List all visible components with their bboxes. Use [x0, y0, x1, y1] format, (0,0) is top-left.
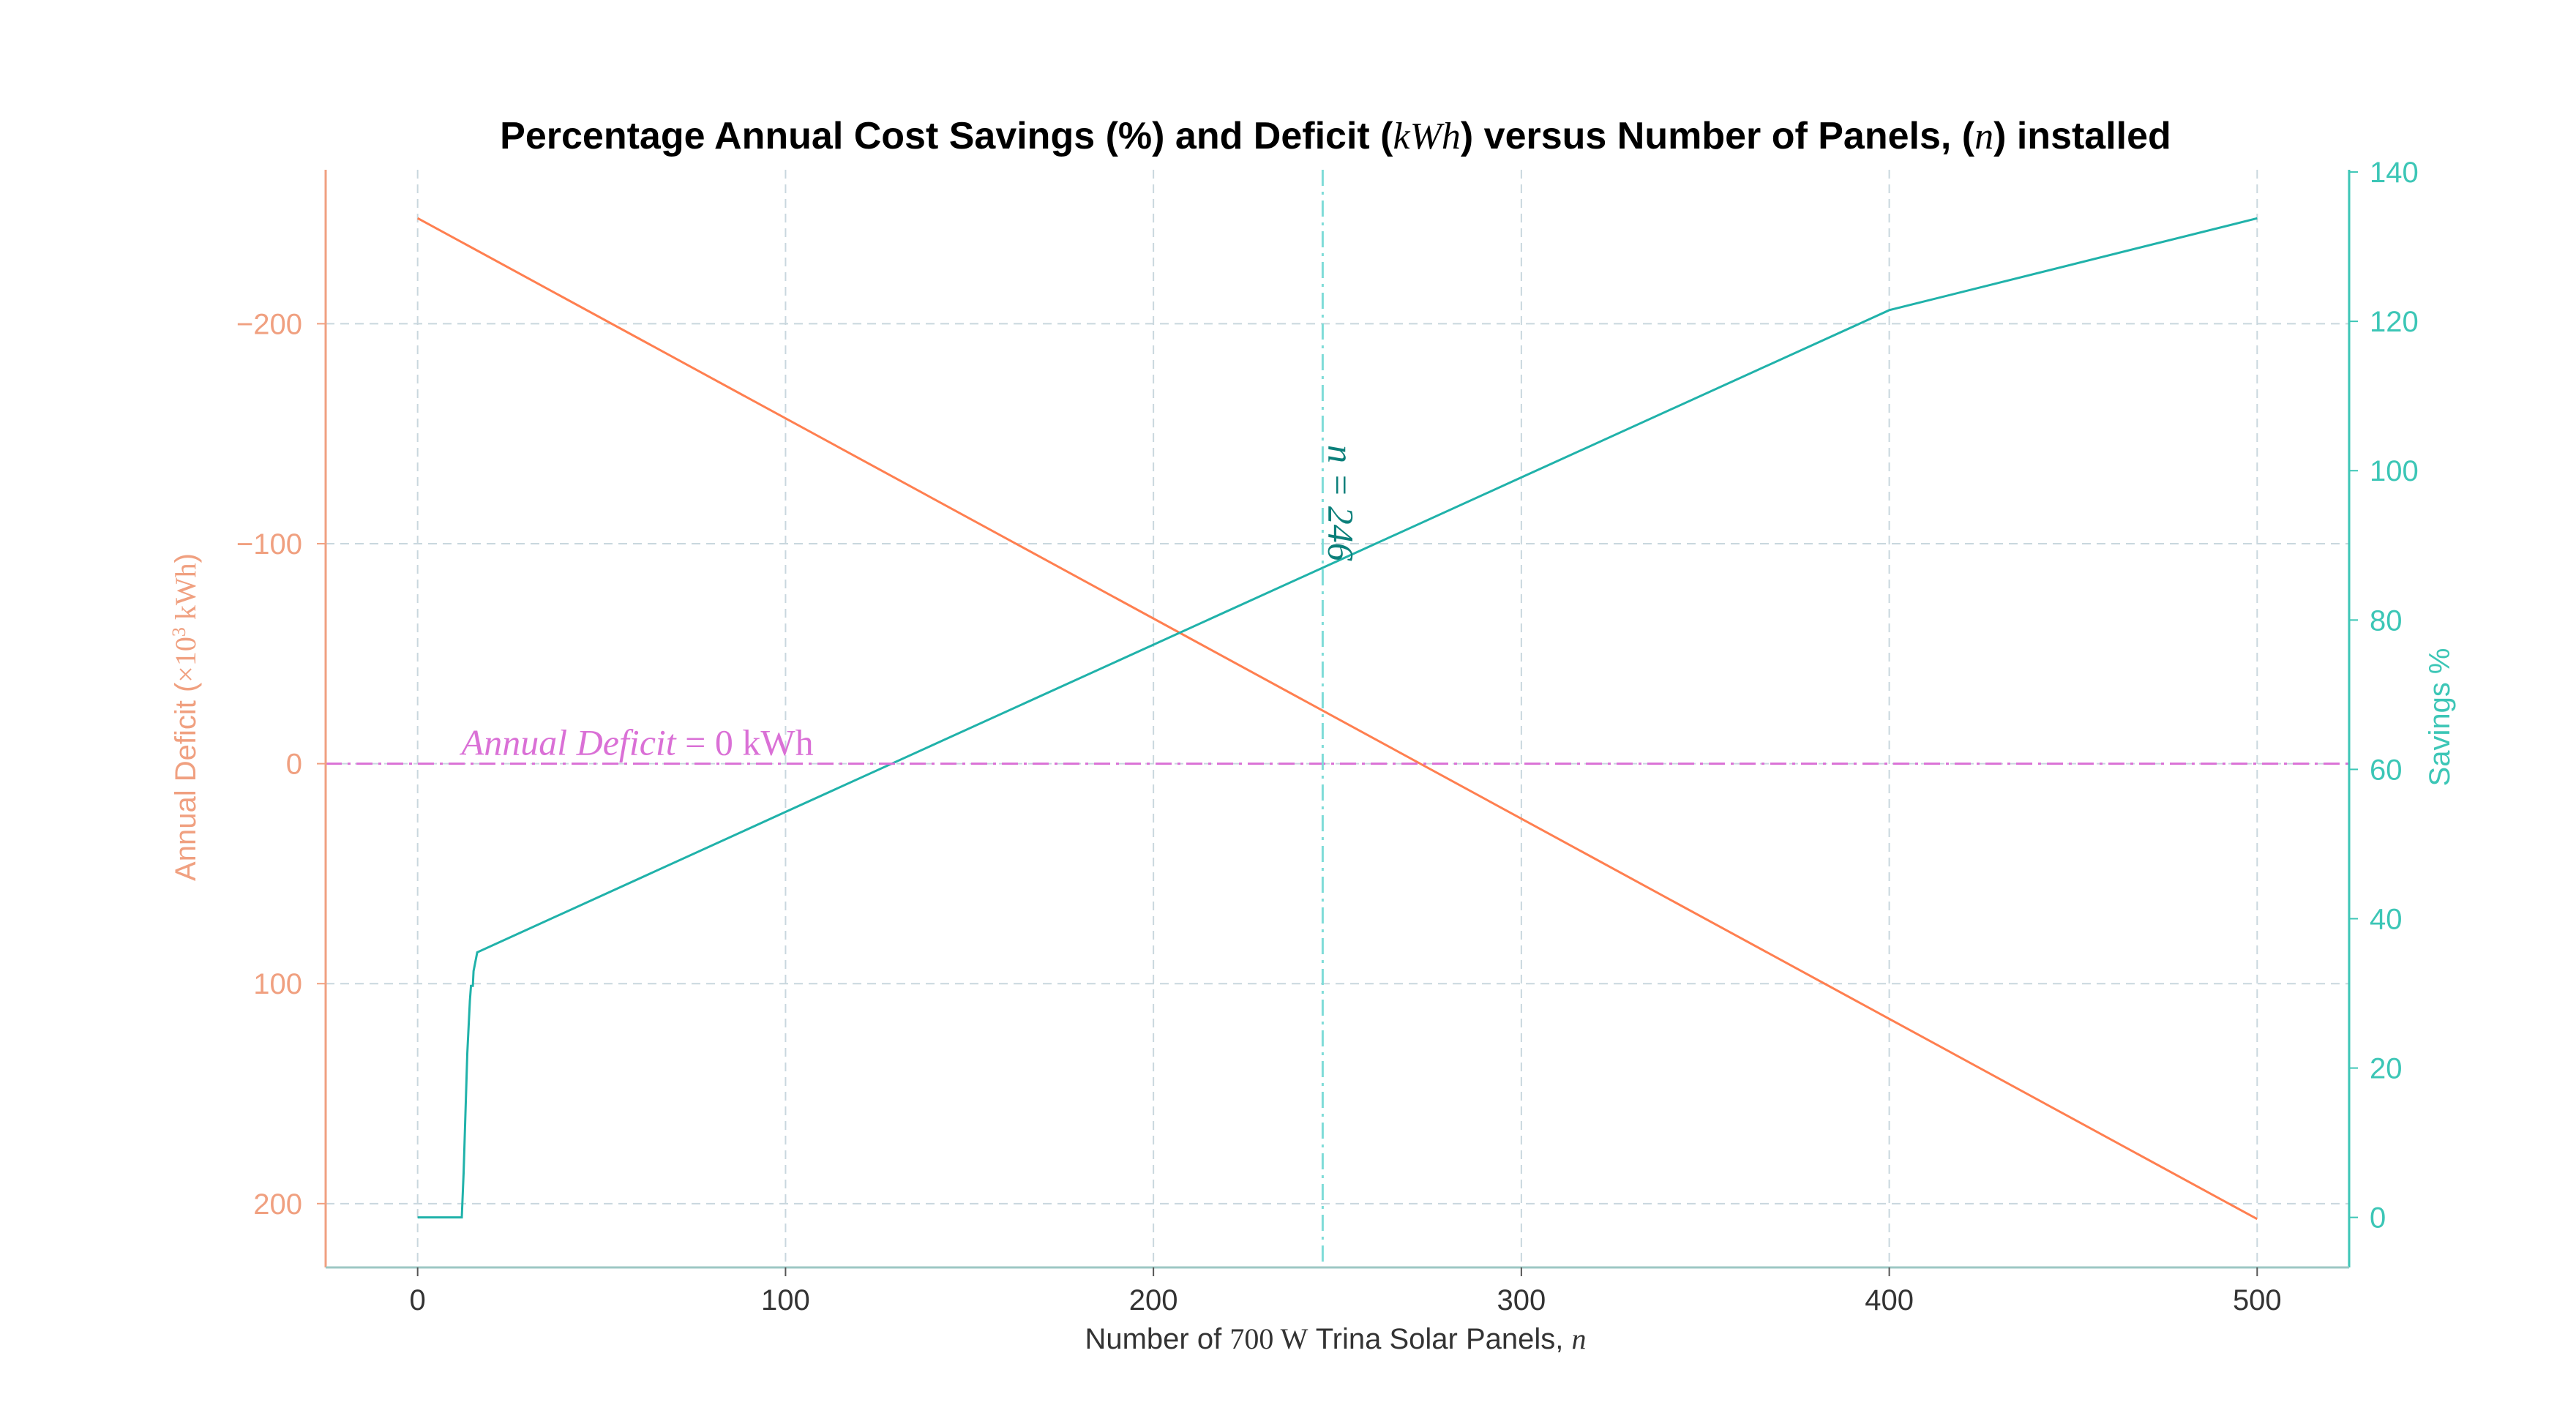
y-axis-left-label: Annual Deficit (×103 kWh): [168, 553, 203, 881]
annotations: Annual Deficit = 0 kWh n = 246: [326, 170, 2349, 1267]
ylabel-left-sup: 3: [168, 627, 190, 637]
savings-series-line: [417, 217, 2258, 1219]
right-tick-label-60: 60: [2370, 754, 2403, 786]
xlabel-middle: Trina Solar Panels,: [1308, 1323, 1571, 1355]
ylabel-left-math: ×10: [169, 637, 202, 683]
x-tick-label-100: 100: [761, 1284, 810, 1316]
deficit-series-line: [416, 217, 2258, 1221]
zero-label-eq: = 0: [676, 722, 733, 763]
title-suffix: ) installed: [1993, 115, 2171, 157]
y-axis-right-label: Savings %: [2424, 648, 2456, 787]
title-math-kwh: kWh: [1393, 116, 1460, 157]
ylabel-left-unit: kWh: [169, 563, 202, 627]
left-tick-label-4: 200: [253, 1188, 302, 1221]
xlabel-math-unit: W: [1273, 1322, 1308, 1355]
right-tick-label-120: 120: [2370, 306, 2419, 338]
x-tick-label-500: 500: [2233, 1284, 2282, 1316]
title-middle: ) versus Number of Panels, (: [1461, 115, 1975, 157]
lines: [416, 217, 2258, 1221]
title-math-n: n: [1974, 116, 1993, 157]
left-tick-label-1: −100: [236, 528, 302, 561]
ylabel-left-prefix: Annual Deficit (: [170, 682, 202, 881]
title-prefix: Percentage Annual Cost Savings (%) and D…: [500, 115, 1393, 157]
ylabel-left-suffix: ): [170, 553, 202, 563]
axes: 0 100 200 300 400 500 −200 −100 0 100 200 0 20 40 60 80…: [236, 157, 2419, 1316]
x-tick-label-0: 0: [410, 1284, 426, 1316]
grid: [326, 170, 2349, 1267]
right-tick-label-140: 140: [2370, 157, 2419, 189]
xlabel-math-value: 700: [1229, 1322, 1273, 1355]
x-tick-label-400: 400: [1865, 1284, 1914, 1316]
right-tick-label-80: 80: [2370, 604, 2403, 637]
zero-label-math: Annual Deficit: [460, 722, 677, 763]
right-tick-label-100: 100: [2370, 455, 2419, 487]
x-tick-label-200: 200: [1129, 1284, 1178, 1316]
right-tick-label-0: 0: [2370, 1202, 2386, 1234]
zero-deficit-label: Annual Deficit = 0 kWh: [460, 722, 814, 763]
xlabel-math-var: n: [1572, 1322, 1587, 1355]
left-tick-label-0: −200: [236, 308, 302, 340]
chart-title: Percentage Annual Cost Savings (%) and D…: [500, 115, 2171, 157]
x-tick-label-300: 300: [1497, 1284, 1546, 1316]
xlabel-prefix: Number of: [1085, 1323, 1229, 1355]
n-marker-label: n = 246: [1320, 445, 1361, 561]
left-tick-label-2: 0: [286, 749, 302, 781]
zero-label-unit: kWh: [733, 722, 814, 763]
right-tick-label-20: 20: [2370, 1053, 2403, 1085]
left-tick-label-3: 100: [253, 968, 302, 1000]
right-tick-label-40: 40: [2370, 903, 2403, 935]
x-axis-label: Number of 700 W Trina Solar Panels, n: [1085, 1322, 1586, 1355]
